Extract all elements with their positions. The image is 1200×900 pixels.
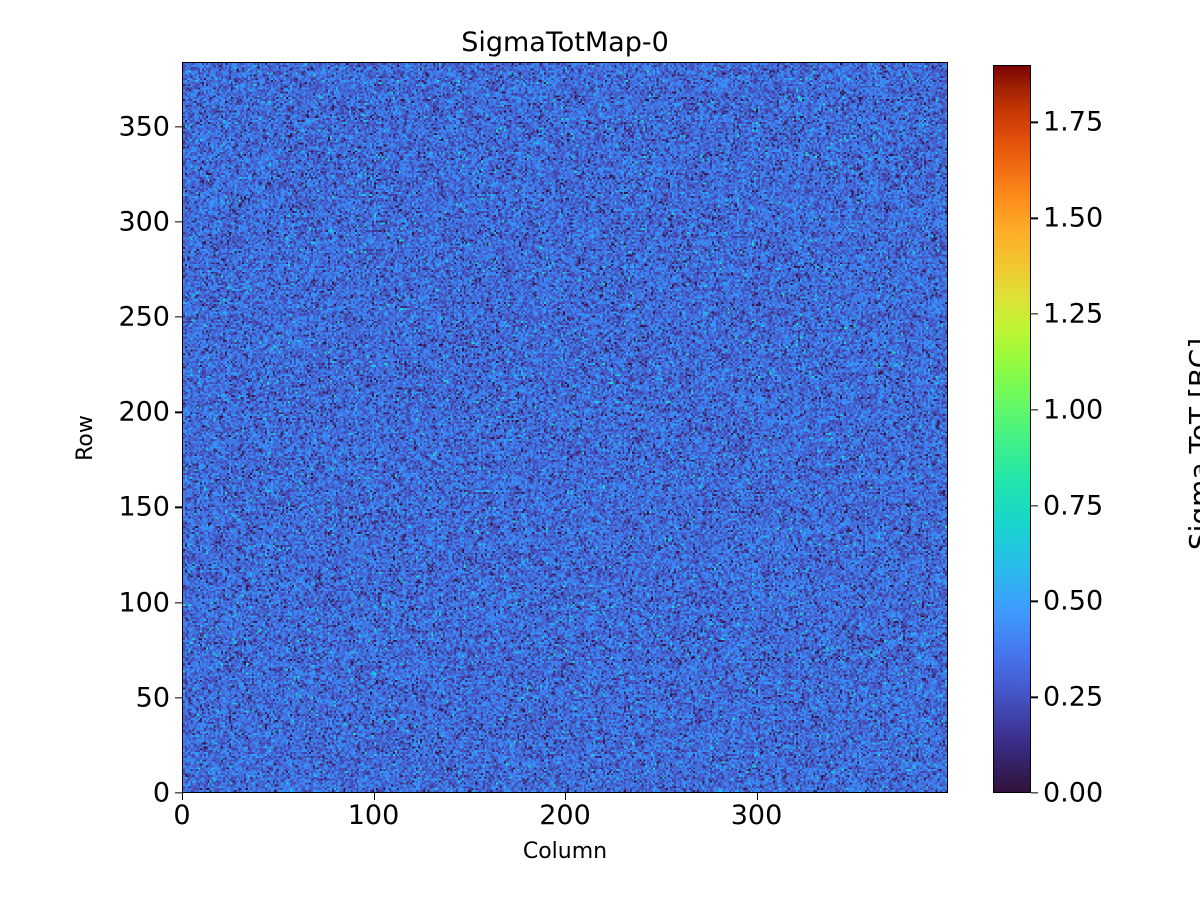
- y-tick-label: 50: [135, 682, 170, 714]
- colorbar-tick-mark: [1031, 504, 1038, 507]
- colorbar-tick-label: 0.50: [1043, 585, 1104, 617]
- colorbar-tick-label: 1.00: [1043, 394, 1104, 426]
- y-tick-mark: [175, 411, 182, 413]
- x-tick-label: 300: [730, 800, 783, 831]
- y-tick-label: 0: [152, 777, 170, 809]
- colorbar-label: Sigma ToT [BC]: [1183, 337, 1200, 551]
- y-tick-mark: [175, 506, 182, 509]
- y-tick-label: 200: [118, 396, 170, 428]
- colorbar-tick-mark: [1031, 792, 1038, 794]
- colorbar-tick-mark: [1031, 696, 1038, 698]
- colorbar-tick-label: 0.25: [1043, 681, 1104, 713]
- heatmap-plot-area[interactable]: [182, 62, 948, 793]
- x-tick-label: 100: [347, 800, 400, 831]
- colorbar-tick-label: 0.00: [1043, 777, 1104, 809]
- x-tick-mark: [373, 793, 375, 800]
- colorbar-tick-mark: [1031, 409, 1038, 411]
- y-tick-mark: [175, 601, 182, 604]
- y-tick-mark: [175, 316, 182, 318]
- x-tick-mark: [565, 793, 567, 800]
- colorbar-tick-label: 1.25: [1043, 298, 1104, 330]
- y-tick-mark: [175, 697, 182, 699]
- x-tick-mark: [756, 793, 758, 800]
- colorbar-tick-label: 1.75: [1043, 106, 1104, 138]
- heatmap-image: [183, 63, 947, 792]
- y-tick-mark: [175, 221, 182, 223]
- y-tick-label: 250: [118, 301, 170, 333]
- colorbar-tick-mark: [1031, 600, 1038, 603]
- x-tick-mark: [182, 793, 184, 800]
- y-tick-label: 350: [118, 111, 170, 143]
- y-tick-label: 100: [118, 587, 170, 619]
- y-tick-mark: [175, 792, 182, 794]
- x-tick-label: 0: [173, 800, 191, 831]
- colorbar-tick-label: 0.75: [1043, 490, 1104, 522]
- colorbar-tick-mark: [1031, 217, 1038, 219]
- y-tick-label: 300: [118, 206, 170, 238]
- y-tick-label: 150: [118, 491, 170, 523]
- colorbar-tick-mark: [1031, 313, 1038, 315]
- x-tick-label: 200: [539, 800, 591, 831]
- x-axis-label: Column: [522, 839, 608, 864]
- page-title: SigmaTotMap-0: [461, 27, 669, 58]
- colorbar-tick-mark: [1031, 121, 1038, 124]
- colorbar-tick-label: 1.50: [1043, 202, 1104, 234]
- y-tick-mark: [175, 126, 182, 128]
- colorbar-gradient[interactable]: [993, 65, 1031, 793]
